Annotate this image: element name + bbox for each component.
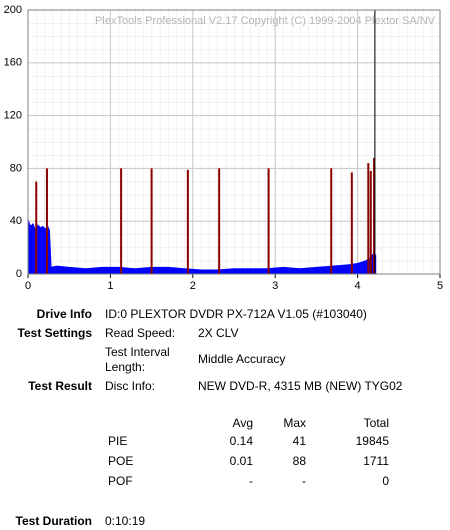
cell: 0 [382,474,389,488]
cell: - [249,474,253,488]
chart: PlexTools Professional V2.17 Copyright (… [4,4,443,292]
x-tick-label: 1 [107,280,113,292]
cell: 88 [292,454,306,468]
pie-area [27,219,377,275]
cell: 19845 [355,434,389,448]
label: Drive Info [36,307,92,321]
cell: - [302,474,306,488]
x-tick-label: 0 [25,280,31,292]
cell: 1711 [363,454,389,468]
x-tick-label: 3 [272,280,278,292]
column-header: Avg [232,416,253,430]
cell: 0.01 [229,454,253,468]
x-tick-label: 4 [355,280,361,292]
column-header: Max [283,416,306,430]
column-header: Total [363,416,389,430]
cell: 41 [292,434,306,448]
value: 0:10:19 [105,514,146,528]
value: NEW DVD-R, 4315 MB (NEW) TYG02 [198,379,403,393]
value: Middle Accuracy [198,352,286,366]
row-name: PIE [108,434,128,448]
y-tick-label: 80 [10,162,22,174]
row-name: POE [108,454,134,468]
plot-area [28,10,440,274]
cell: 0.14 [229,434,253,448]
label: Read Speed: [105,326,176,340]
value: 2X CLV [198,326,239,340]
label: Test Result [28,379,92,393]
x-tick-label: 2 [190,280,196,292]
y-tick-label: 0 [16,268,22,280]
label: Test Duration [15,514,92,528]
label: Test Settings [17,326,92,340]
x-tick-label: 5 [437,280,443,292]
y-tick-label: 160 [4,57,22,69]
y-tick-label: 200 [4,4,22,16]
watermark: PlexTools Professional V2.17 Copyright (… [95,15,436,27]
label: Test Interval Length: [105,345,170,374]
plot-border [27,9,441,275]
y-tick-label: 120 [4,110,22,122]
y-tick-label: 40 [10,215,22,227]
value: ID:0 PLEXTOR DVDR PX-712A V1.05 (#103040… [105,307,367,321]
label: Disc Info: [105,379,156,393]
row-name: POF [108,474,133,488]
